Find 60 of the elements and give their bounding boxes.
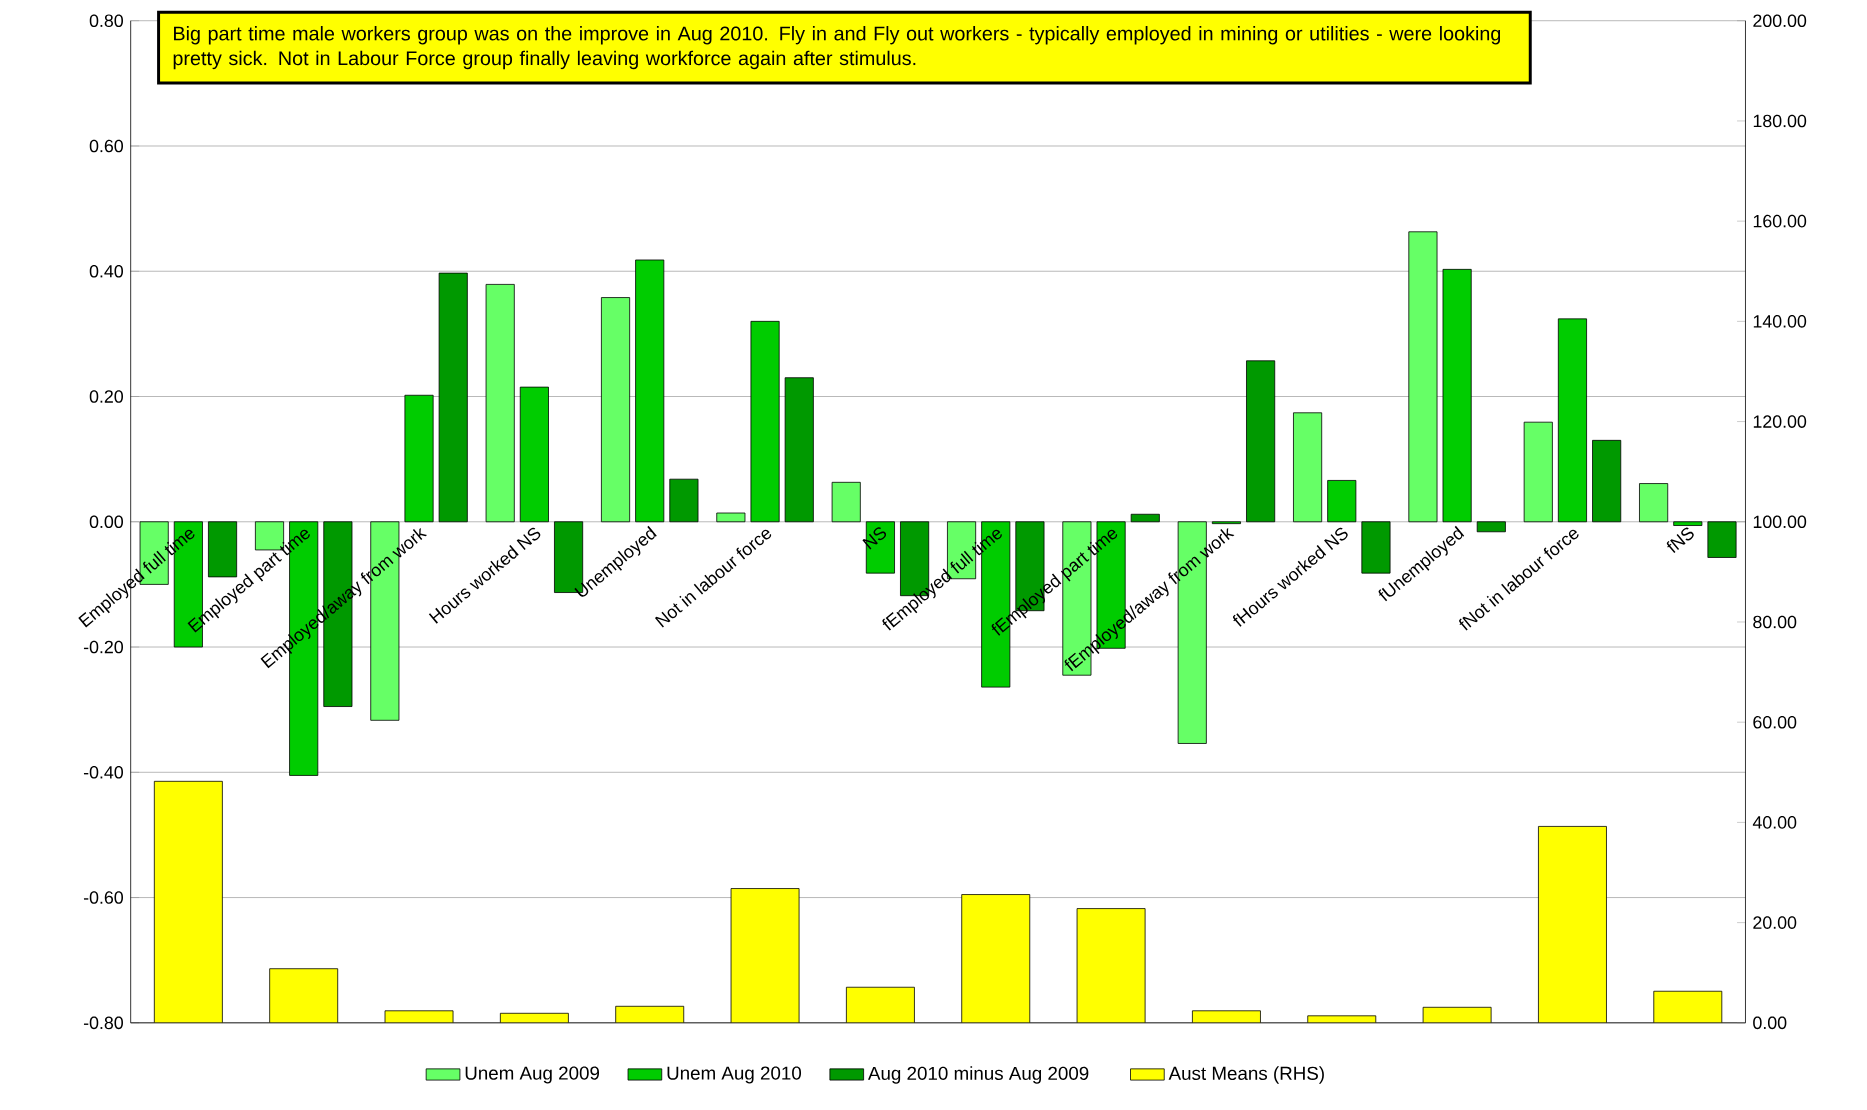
bar: [269, 968, 339, 1023]
bar: [1442, 269, 1472, 523]
y2-tick-label: 40.00: [1752, 816, 1797, 829]
bar: [1192, 1010, 1261, 1023]
bar: [1246, 360, 1276, 523]
y2-tick-label: 180.00: [1753, 114, 1807, 128]
bar: [1408, 231, 1438, 523]
bar: [635, 259, 665, 523]
y-tick-label: 0.60: [89, 139, 124, 153]
bar: [601, 297, 631, 523]
y2-tick-label: 140.00: [1753, 315, 1807, 328]
bar: [1639, 483, 1669, 523]
y-tick-label: 0.80: [89, 14, 124, 28]
bar: [1707, 521, 1737, 558]
bar: [831, 482, 861, 523]
y2-tick-label: 60.00: [1753, 716, 1797, 729]
y2-tick-label: 160.00: [1753, 214, 1807, 228]
bar: [730, 888, 800, 1023]
bar: [153, 781, 223, 1023]
y-tick-label: 0.40: [89, 265, 124, 278]
y2-tick-label: 20.00: [1753, 916, 1797, 930]
x-tick-label: fNS: [1666, 527, 1694, 554]
y-tick-label: -0.20: [83, 640, 124, 654]
bar: [750, 321, 780, 523]
bar: [1293, 412, 1323, 523]
legend-label: Aug 2010 minus Aug 2009: [868, 1066, 1089, 1084]
bar: [1538, 826, 1607, 1023]
y2-tick-label: 100.00: [1753, 515, 1807, 529]
bar: [716, 512, 746, 523]
bar: [961, 894, 1031, 1023]
bar: [438, 272, 468, 523]
legend-label: Aust Means (RHS): [1168, 1066, 1324, 1084]
bar: [1130, 513, 1160, 523]
bar: [1592, 440, 1622, 523]
y-tick-label: -0.80: [83, 1016, 124, 1030]
bar: [1673, 521, 1703, 527]
legend-label: Unem Aug 2009: [465, 1066, 600, 1084]
bar: [485, 284, 515, 523]
y2-tick-label: 200.00: [1753, 14, 1807, 28]
bar: [784, 377, 814, 523]
y-tick-label: 0.00: [89, 515, 124, 529]
annotation: Big part time male workers group was on the improve in Aug 2010. Fly in and Fly out workers - typically employed in mining or utilities - were looking pretty sick. Not in Labour Force group finally leaving workforce again after stimulus.: [173, 26, 1501, 70]
x-tick-label: NS: [862, 527, 887, 550]
bar: [1653, 990, 1723, 1023]
y-tick-label: 0.20: [89, 390, 124, 403]
legend-label: Unem Aug 2010: [667, 1066, 802, 1084]
y2-tick-label: 0.00: [1753, 1016, 1787, 1030]
y2-tick-label: 80.00: [1753, 615, 1797, 629]
bar: [845, 986, 915, 1023]
bar: [1076, 908, 1146, 1023]
bar: [1523, 421, 1553, 523]
bar: [519, 386, 549, 523]
bar: [669, 478, 699, 523]
bar: [1557, 318, 1587, 523]
bar: [1327, 480, 1357, 523]
y-tick-label: -0.60: [83, 891, 124, 904]
bar: [1476, 521, 1506, 533]
bar: [404, 394, 434, 523]
y2-tick-label: 120.00: [1753, 415, 1807, 428]
y-tick-label: -0.40: [83, 766, 124, 779]
